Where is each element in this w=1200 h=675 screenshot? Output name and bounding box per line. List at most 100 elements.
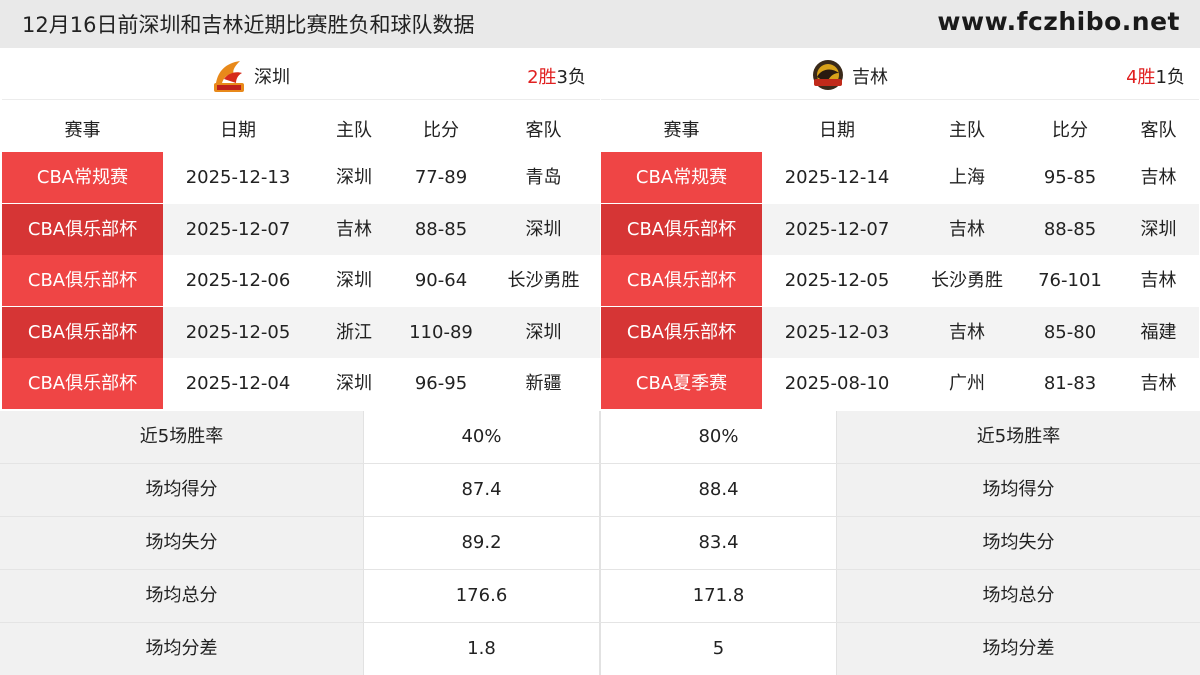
stat-value-jilin: 88.4 xyxy=(600,464,837,516)
score-cell: 96-95 xyxy=(414,373,468,395)
home-team-cell[interactable]: 吉林 xyxy=(336,218,372,240)
col-score: 比分 xyxy=(423,120,459,141)
away-team-cell[interactable]: 吉林 xyxy=(1140,373,1177,395)
stat-label-right: 近5场胜率 xyxy=(837,411,1200,463)
page-title: 12月16日前深圳和吉林近期比赛胜负和球队数据 xyxy=(22,13,475,37)
away-team-cell[interactable]: 新疆 xyxy=(525,373,562,395)
site-url[interactable]: www.fczhibo.net xyxy=(937,7,1180,36)
date-cell: 2025-12-05 xyxy=(784,270,890,292)
stat-value-jilin: 171.8 xyxy=(600,570,837,622)
col-competition: 赛事 xyxy=(64,120,101,141)
score-cell: 76-101 xyxy=(1038,270,1102,292)
game-row[interactable]: CBA俱乐部杯 2025-12-07 吉林 88-85 深圳 xyxy=(2,203,600,255)
losses-count: 1负 xyxy=(1155,67,1185,88)
date-cell: 2025-12-14 xyxy=(784,167,890,188)
date-cell: 2025-12-06 xyxy=(185,270,291,292)
stat-label-left: 近5场胜率 xyxy=(0,411,363,463)
away-team-cell[interactable]: 吉林 xyxy=(1140,270,1177,292)
home-team-cell[interactable]: 广州 xyxy=(949,373,985,395)
col-home: 主队 xyxy=(336,120,372,141)
column-headers: 赛事 日期 主队 比分 客队 xyxy=(2,101,600,152)
away-team-cell[interactable]: 青岛 xyxy=(525,167,562,188)
team-record: 2胜3负 xyxy=(527,63,586,89)
stat-label-right: 场均总分 xyxy=(837,570,1200,622)
team-panel-shenzhen: 深圳 2胜3负 赛事 日期 主队 比分 客队 CBA常规赛 2025-12-13 深… xyxy=(2,48,600,411)
team-panel-jilin: 吉林 4胜1负 赛事 日期 主队 比分 客队 CBA常规赛 2025-12-14 上… xyxy=(601,48,1199,411)
stat-label-right: 场均分差 xyxy=(837,623,1200,675)
stat-label-left: 场均得分 xyxy=(0,464,363,516)
stat-value-shenzhen: 176.6 xyxy=(363,570,600,622)
score-cell: 77-89 xyxy=(414,167,468,188)
home-team-cell[interactable]: 上海 xyxy=(949,167,985,188)
team-header: 深圳 2胜3负 xyxy=(2,48,600,100)
wins-count: 4胜 xyxy=(1126,67,1156,88)
game-row[interactable]: CBA俱乐部杯 2025-12-07 吉林 88-85 深圳 xyxy=(601,203,1199,255)
stat-value-shenzhen: 40% xyxy=(363,411,600,463)
date-cell: 2025-12-13 xyxy=(185,167,291,188)
date-cell: 2025-08-10 xyxy=(784,373,890,395)
competition-badge[interactable]: CBA常规赛 xyxy=(2,152,163,203)
game-row[interactable]: CBA常规赛 2025-12-14 上海 95-85 吉林 xyxy=(601,152,1199,203)
competition-badge[interactable]: CBA俱乐部杯 xyxy=(601,255,762,307)
home-team-cell[interactable]: 吉林 xyxy=(949,218,985,240)
date-cell: 2025-12-07 xyxy=(185,218,291,240)
competition-badge[interactable]: CBA俱乐部杯 xyxy=(2,255,163,307)
date-cell: 2025-12-05 xyxy=(185,321,291,343)
game-row[interactable]: CBA俱乐部杯 2025-12-04 深圳 96-95 新疆 xyxy=(2,358,600,410)
game-row[interactable]: CBA俱乐部杯 2025-12-05 长沙勇胜 76-101 吉林 xyxy=(601,255,1199,307)
away-team-cell[interactable]: 福建 xyxy=(1140,321,1177,343)
col-home: 主队 xyxy=(949,120,985,141)
game-row[interactable]: CBA俱乐部杯 2025-12-06 深圳 90-64 长沙勇胜 xyxy=(2,255,600,307)
stat-value-jilin: 83.4 xyxy=(600,517,837,569)
competition-badge[interactable]: CBA俱乐部杯 xyxy=(2,203,163,255)
date-cell: 2025-12-07 xyxy=(784,218,890,240)
score-cell: 88-85 xyxy=(414,218,468,240)
away-team-cell[interactable]: 长沙勇胜 xyxy=(507,270,580,292)
col-score: 比分 xyxy=(1052,120,1088,141)
shenzhen-team-logo-icon xyxy=(214,61,244,92)
score-cell: 95-85 xyxy=(1043,167,1097,188)
away-team-cell[interactable]: 深圳 xyxy=(525,218,562,240)
row-divider xyxy=(0,463,1200,464)
score-cell: 110-89 xyxy=(409,321,473,343)
losses-count: 3负 xyxy=(556,67,586,88)
away-team-cell[interactable]: 深圳 xyxy=(525,321,562,343)
home-team-cell[interactable]: 深圳 xyxy=(336,373,372,395)
stat-row: 场均分差 1.8 5 场均分差 xyxy=(0,623,1200,675)
score-cell: 90-64 xyxy=(414,270,468,292)
row-divider xyxy=(0,622,1200,623)
team-header: 吉林 4胜1负 xyxy=(601,48,1199,100)
competition-badge[interactable]: CBA俱乐部杯 xyxy=(2,306,163,358)
stat-label-right: 场均得分 xyxy=(837,464,1200,516)
away-team-cell[interactable]: 深圳 xyxy=(1140,218,1177,240)
col-away: 客队 xyxy=(1140,120,1177,141)
competition-badge[interactable]: CBA俱乐部杯 xyxy=(601,203,762,255)
competition-badge[interactable]: CBA常规赛 xyxy=(601,152,762,203)
jilin-team-logo-icon xyxy=(813,60,843,90)
stat-label-left: 场均失分 xyxy=(0,517,363,569)
home-team-cell[interactable]: 浙江 xyxy=(336,321,372,343)
col-away: 客队 xyxy=(525,120,562,141)
stat-label-right: 场均失分 xyxy=(837,517,1200,569)
team-name: 吉林 xyxy=(852,67,888,88)
score-cell: 88-85 xyxy=(1043,218,1097,240)
game-row[interactable]: CBA俱乐部杯 2025-12-03 吉林 85-80 福建 xyxy=(601,306,1199,358)
team-record: 4胜1负 xyxy=(1126,63,1185,89)
home-team-cell[interactable]: 深圳 xyxy=(336,167,372,188)
stat-label-left: 场均分差 xyxy=(0,623,363,675)
home-team-cell[interactable]: 长沙勇胜 xyxy=(931,270,1003,292)
game-row[interactable]: CBA俱乐部杯 2025-12-05 浙江 110-89 深圳 xyxy=(2,306,600,358)
game-row[interactable]: CBA夏季赛 2025-08-10 广州 81-83 吉林 xyxy=(601,358,1199,410)
stat-value-shenzhen: 1.8 xyxy=(363,623,600,675)
away-team-cell[interactable]: 吉林 xyxy=(1140,167,1177,188)
stats-table: 近5场胜率 40% 80% 近5场胜率 场均得分 87.4 88.4 场均得分 场均失分 89.2… xyxy=(0,411,1200,675)
game-row[interactable]: CBA常规赛 2025-12-13 深圳 77-89 青岛 xyxy=(2,152,600,203)
stat-row: 场均失分 89.2 83.4 场均失分 xyxy=(0,517,1200,570)
score-cell: 85-80 xyxy=(1043,321,1097,343)
competition-badge[interactable]: CBA俱乐部杯 xyxy=(2,358,163,410)
home-team-cell[interactable]: 深圳 xyxy=(336,270,372,292)
home-team-cell[interactable]: 吉林 xyxy=(949,321,985,343)
competition-badge[interactable]: CBA俱乐部杯 xyxy=(601,306,762,358)
stat-value-jilin: 80% xyxy=(600,411,837,463)
competition-badge[interactable]: CBA夏季赛 xyxy=(601,358,762,410)
